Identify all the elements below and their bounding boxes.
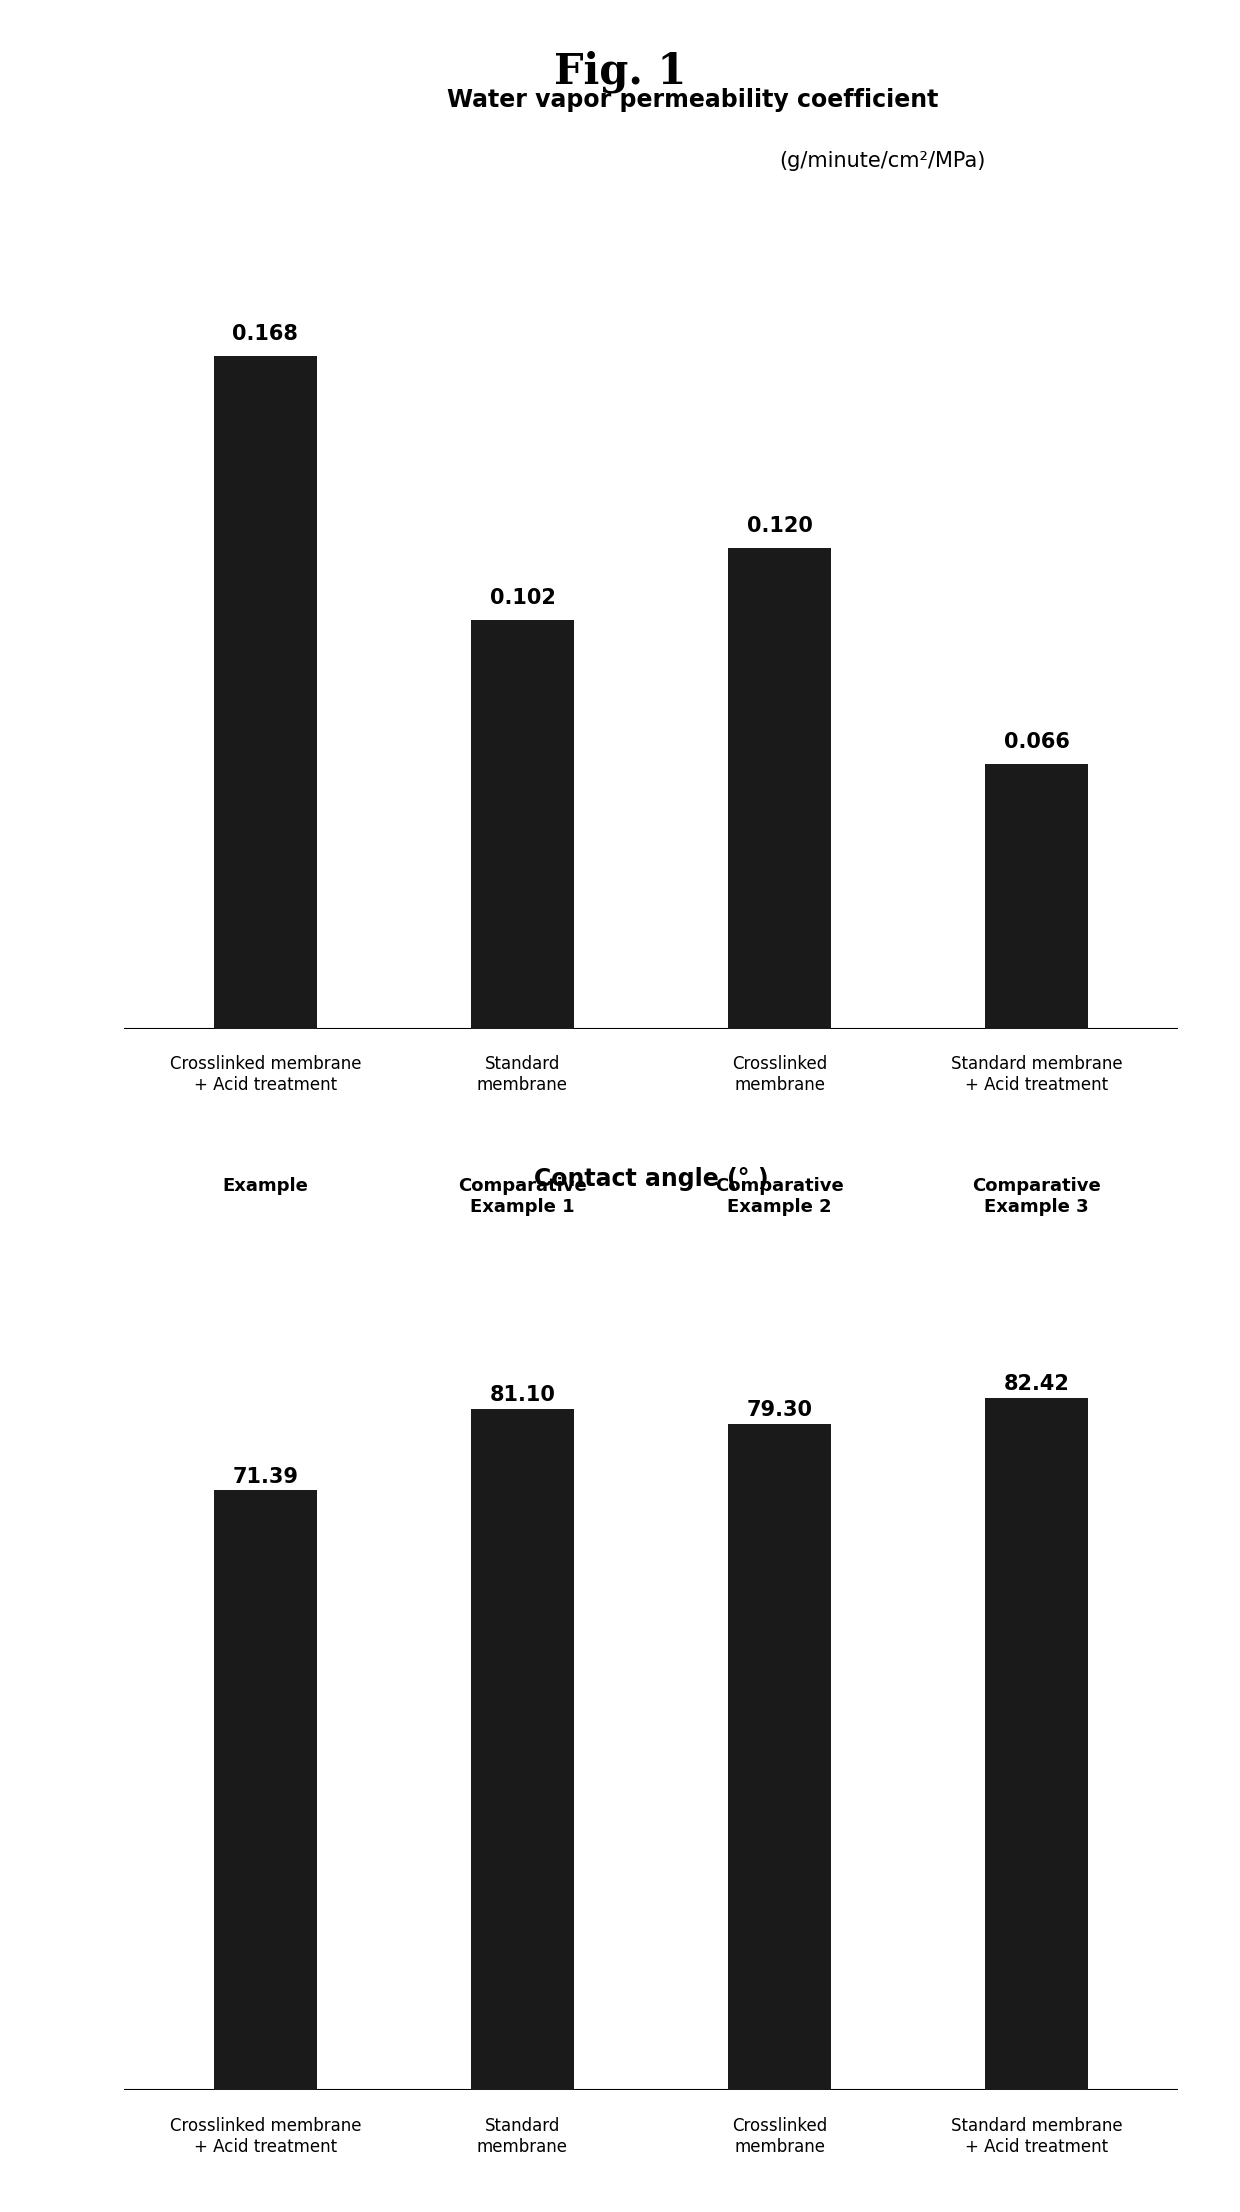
Text: 0.120: 0.120	[746, 515, 812, 535]
Text: 0.066: 0.066	[1003, 732, 1070, 752]
Bar	[215, 356, 316, 1029]
Bar	[986, 765, 1087, 1029]
Text: Example: Example	[222, 1177, 309, 1194]
Text: (g/minute/cm²/MPa): (g/minute/cm²/MPa)	[780, 150, 986, 170]
Text: Standard
membrane: Standard membrane	[477, 1055, 568, 1095]
Bar	[986, 1398, 1087, 2090]
Text: 0.168: 0.168	[232, 325, 299, 345]
Bar	[728, 549, 831, 1029]
Text: 71.39: 71.39	[232, 1467, 299, 1486]
Text: 81.10: 81.10	[490, 1385, 556, 1405]
Text: Crosslinked
membrane: Crosslinked membrane	[732, 1055, 827, 1095]
Text: Standard
membrane: Standard membrane	[477, 2117, 568, 2157]
Bar	[471, 619, 574, 1029]
Text: Comparative
Example 3: Comparative Example 3	[972, 1177, 1101, 1217]
Text: 79.30: 79.30	[746, 1400, 812, 1420]
Text: Contact angle (° ): Contact angle (° )	[533, 1168, 769, 1190]
Text: Water vapor permeability coefficient: Water vapor permeability coefficient	[448, 88, 939, 113]
Text: Standard membrane
+ Acid treatment: Standard membrane + Acid treatment	[951, 1055, 1122, 1095]
Text: Crosslinked membrane
+ Acid treatment: Crosslinked membrane + Acid treatment	[170, 2117, 361, 2157]
Bar	[215, 1491, 316, 2090]
Bar	[471, 1409, 574, 2090]
Text: Fig. 1: Fig. 1	[554, 51, 686, 93]
Text: 82.42: 82.42	[1003, 1374, 1070, 1394]
Text: 0.102: 0.102	[490, 588, 556, 608]
Text: Crosslinked membrane
+ Acid treatment: Crosslinked membrane + Acid treatment	[170, 1055, 361, 1095]
Text: Comparative
Example 1: Comparative Example 1	[458, 1177, 587, 1217]
Text: Comparative
Example 2: Comparative Example 2	[715, 1177, 844, 1217]
Text: Crosslinked
membrane: Crosslinked membrane	[732, 2117, 827, 2157]
Bar	[728, 1425, 831, 2090]
Text: Standard membrane
+ Acid treatment: Standard membrane + Acid treatment	[951, 2117, 1122, 2157]
